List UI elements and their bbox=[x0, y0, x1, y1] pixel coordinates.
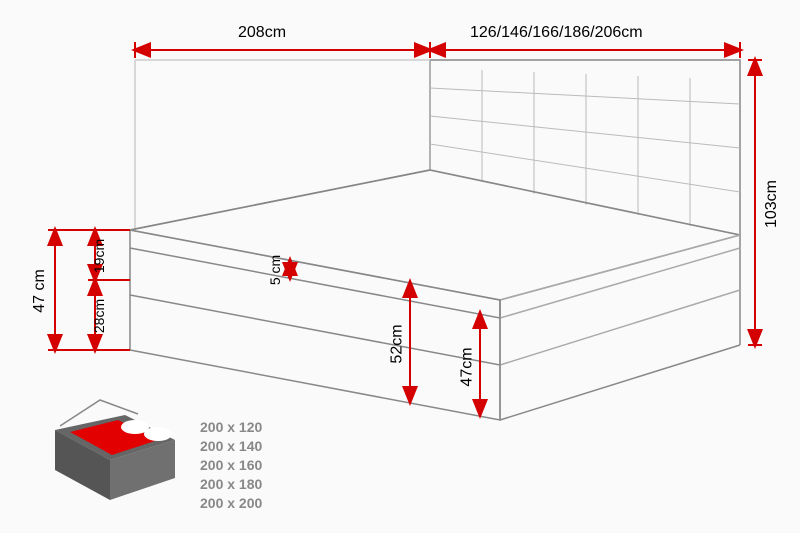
diagram-svg bbox=[0, 0, 800, 533]
label-base-full: 52cm bbox=[389, 324, 407, 363]
size-table: 200 x 120 200 x 140 200 x 160 200 x 180 … bbox=[200, 418, 262, 512]
label-topper: 5 cm bbox=[267, 255, 283, 285]
label-side-upper: 19cm bbox=[91, 239, 107, 273]
diagram-canvas: 208cm 126/146/166/186/206cm 103cm 47 cm … bbox=[0, 0, 800, 533]
label-width: 126/146/166/186/206cm bbox=[470, 24, 643, 42]
label-height: 103cm bbox=[763, 180, 781, 228]
size-row: 200 x 200 bbox=[200, 494, 262, 513]
label-length: 208cm bbox=[238, 24, 286, 42]
size-row: 200 x 140 bbox=[200, 437, 262, 456]
bed-outline bbox=[130, 60, 740, 420]
label-side-lower: 28cm bbox=[91, 299, 107, 333]
bed-size-icon bbox=[55, 400, 175, 500]
size-row: 200 x 160 bbox=[200, 456, 262, 475]
size-row: 200 x 120 bbox=[200, 418, 262, 437]
label-side-total: 47 cm bbox=[31, 269, 49, 313]
label-base-front: 47cm bbox=[459, 347, 477, 386]
size-row: 200 x 180 bbox=[200, 475, 262, 494]
